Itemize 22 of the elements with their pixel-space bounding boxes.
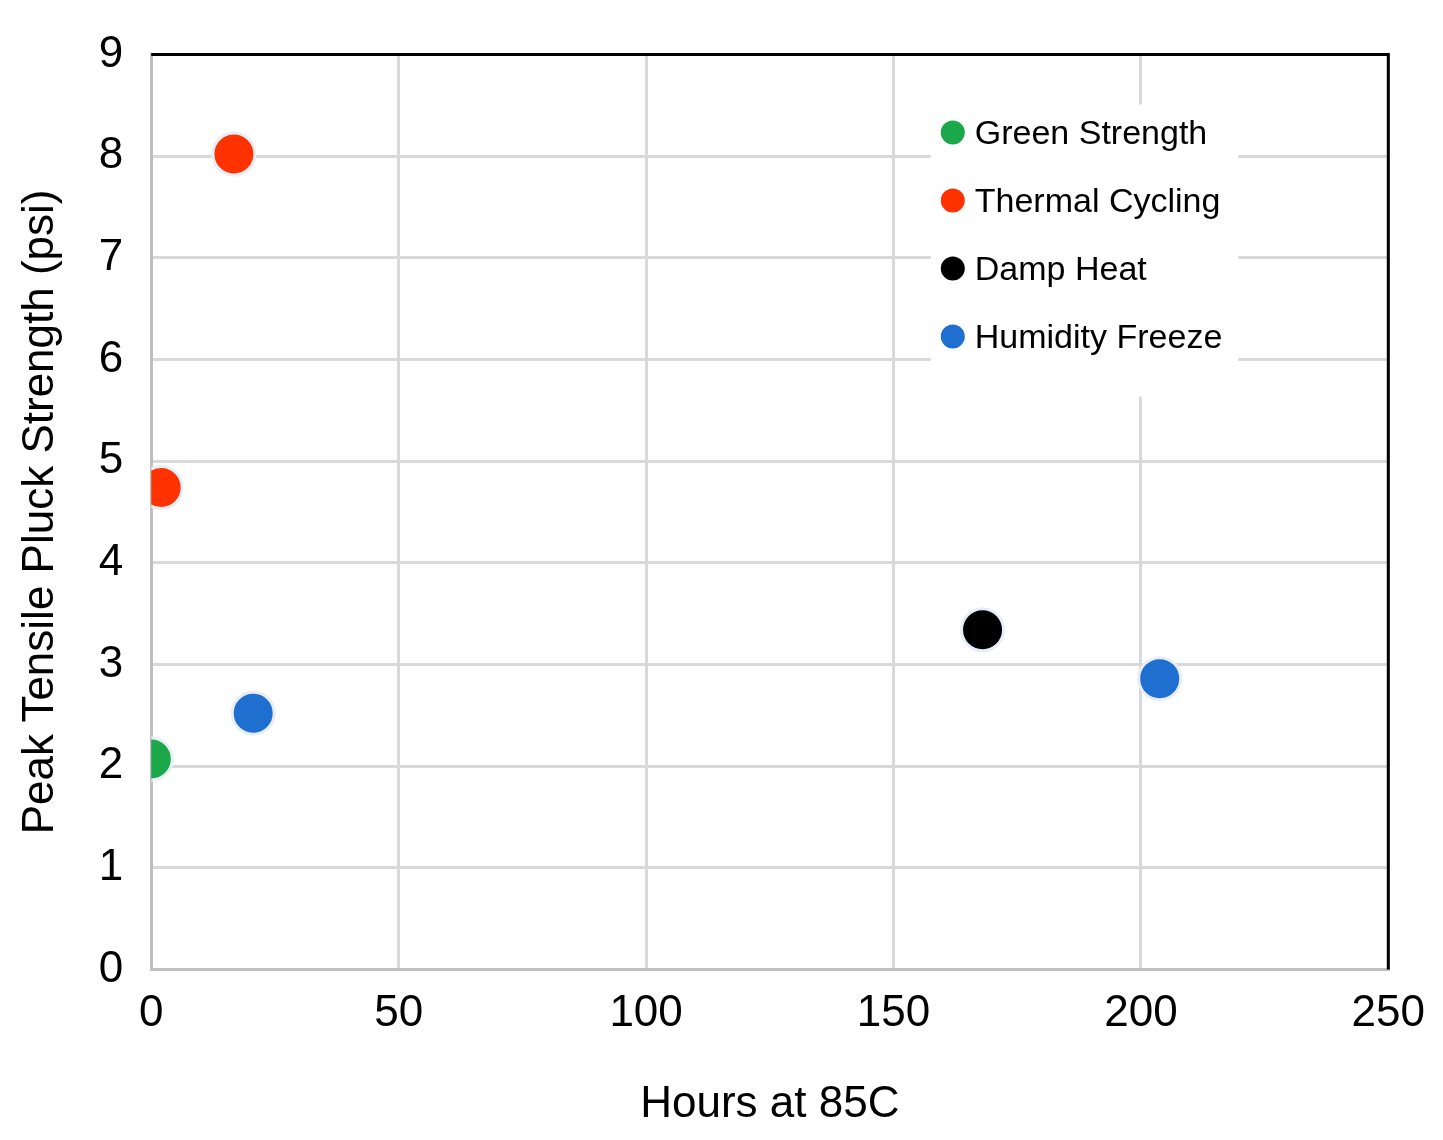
x-tick-label: 100 xyxy=(609,985,683,1035)
y-tick-label: 0 xyxy=(98,941,124,991)
y-tick-label: 3 xyxy=(98,636,124,686)
y-tick-label: 4 xyxy=(98,534,124,584)
y-tick-label: 8 xyxy=(98,128,124,178)
y-tick-label: 9 xyxy=(98,26,124,76)
y-tick-label: 2 xyxy=(98,738,124,788)
x-tick-label: 50 xyxy=(374,985,424,1035)
y-axis-title: Peak Tensile Pluck Strength (psi) xyxy=(12,189,62,835)
legend-label: Humidity Freeze xyxy=(974,316,1223,355)
x-tick-label: 150 xyxy=(856,985,931,1035)
legend-label: Thermal Cycling xyxy=(974,180,1221,219)
x-tick-label: 200 xyxy=(1104,985,1178,1035)
y-tick-label: 6 xyxy=(98,331,124,381)
y-tick-label: 7 xyxy=(98,229,124,279)
legend-label: Green Strength xyxy=(974,112,1208,151)
x-tick-label: 250 xyxy=(1351,985,1425,1035)
x-tick-label: 0 xyxy=(139,985,164,1035)
y-tick-label: 5 xyxy=(98,433,124,483)
x-axis-title: Hours at 85C xyxy=(640,1076,900,1126)
legend-label: Damp Heat xyxy=(974,248,1148,287)
y-tick-label: 1 xyxy=(98,839,124,889)
